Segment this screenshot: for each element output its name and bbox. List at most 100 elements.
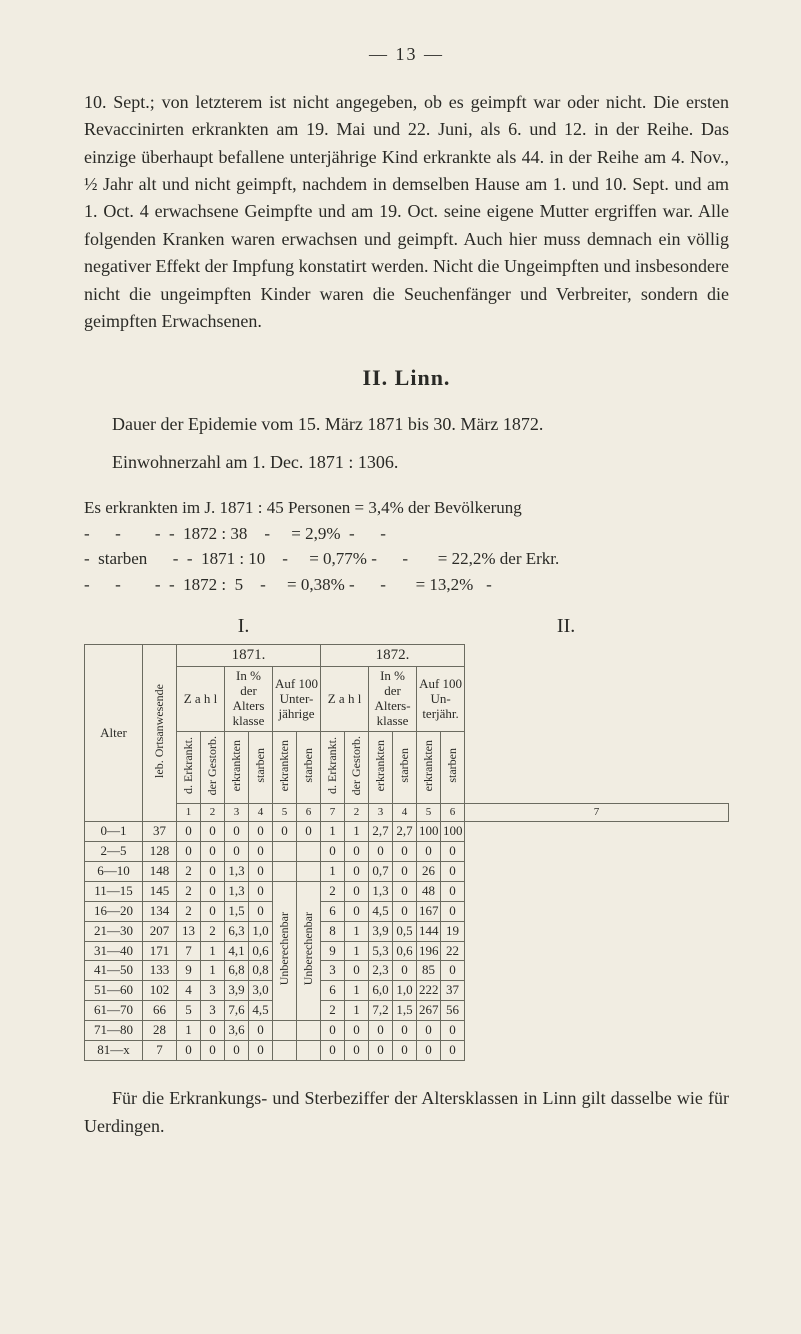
table-cell: 1 [345,1001,369,1021]
table-cell: 2 [321,881,345,901]
table-cell: 4,5 [249,1001,273,1021]
table-cell: 0 [441,881,465,901]
table-cell: 28 [143,1021,177,1041]
table-cell: 148 [143,861,177,881]
table-cell: 0,7 [369,861,393,881]
table-cell: 0 [441,1041,465,1061]
table-cell: 66 [143,1001,177,1021]
table-cell: 2 [177,861,201,881]
idx-cell: 2 [345,804,369,822]
table-cell: 2,7 [369,821,393,841]
idx-cell: 7 [465,804,729,822]
table-cell: 1,0 [393,981,417,1001]
table-cell: 133 [143,961,177,981]
table-cell: 0,6 [249,941,273,961]
table-cell: 37 [441,981,465,1001]
subcol: starben [393,732,417,804]
table-cell: 13 [177,921,201,941]
table-cell: 1 [345,921,369,941]
table-cell [273,841,297,861]
table-cell: 0 [249,1021,273,1041]
roman-labels: I. II. [84,615,729,638]
roman-i: I. [238,615,250,638]
idx-cell: 4 [393,804,417,822]
table-row: 51—60102433,93,0616,01,022237 [85,981,729,1001]
table-row: 71—8028103,60000000 [85,1021,729,1041]
table-cell: 0 [201,861,225,881]
table-cell: 0 [417,1021,441,1041]
idx-cell: 6 [297,804,321,822]
table-cell: 2 [201,921,225,941]
table-cell: 1 [177,1021,201,1041]
table-cell: 0 [201,901,225,921]
table-cell: 2 [177,901,201,921]
table-cell: 0,6 [393,941,417,961]
table-cell: 207 [143,921,177,941]
table-cell: 71—80 [85,1021,143,1041]
table-cell: 0 [201,841,225,861]
table-cell: 5 [177,1001,201,1021]
table-cell: 0 [393,881,417,901]
table-cell [273,1041,297,1061]
table-cell: 1 [345,981,369,1001]
table-cell: 1,3 [369,881,393,901]
table-cell: 7 [143,1041,177,1061]
subcol: starben [297,732,321,804]
table-cell: 2 [321,1001,345,1021]
subcol: starben [249,732,273,804]
table-cell: 0 [417,1041,441,1061]
idx-cell: 4 [249,804,273,822]
table-row: 31—40171714,10,6915,30,619622 [85,941,729,961]
table-row: Alter leb. Ortsanwesende 1871. 1872. [85,645,729,667]
col-inpct-1: In % der Alters klasse [225,667,273,732]
subcol: der Gestorb. [345,732,369,804]
table-cell: 0 [345,881,369,901]
subcol: d. Erkrankt. [321,732,345,804]
table-cell: 0 [273,821,297,841]
table-cell: 31—40 [85,941,143,961]
table-cell: 0 [249,901,273,921]
table-cell: 1,5 [225,901,249,921]
table-cell: 0—1 [85,821,143,841]
table-cell: 1 [321,861,345,881]
table-cell [297,1041,321,1061]
table-cell: 9 [321,941,345,961]
table-cell: 0 [249,1041,273,1061]
table-cell: 100 [417,821,441,841]
idx-cell: 5 [417,804,441,822]
population-count: Einwohnerzahl am 1. Dec. 1871 : 1306. [84,449,729,477]
table-row: 0—137000000112,72,7100100 [85,821,729,841]
subcol: erkrankten [369,732,393,804]
subcol: d. Erkrankt. [177,732,201,804]
table-cell: 0 [345,861,369,881]
table-cell: 9 [177,961,201,981]
idx-cell: 2 [201,804,225,822]
table-cell: 167 [417,901,441,921]
table-cell: 0 [441,861,465,881]
col-year-1872: 1872. [321,645,465,667]
col-auf-1: Auf 100 Unter- jährige [273,667,321,732]
table-cell: 6,3 [225,921,249,941]
col-zahl-1: Z a h l [177,667,225,732]
table-cell: 85 [417,961,441,981]
table-cell: 1 [321,821,345,841]
col-leb: leb. Ortsanwesende [143,645,177,822]
table-cell: 0 [345,1021,369,1041]
table-row: 16—20134201,50604,501670 [85,901,729,921]
body-paragraph-1: 10. Sept.; von letzterem ist nicht angeg… [84,89,729,335]
table-cell: 0 [441,901,465,921]
table-cell [297,861,321,881]
page-number: — 13 — [84,44,729,65]
col-alter: Alter [85,645,143,822]
footer-paragraph: Für die Erkrankungs- und Sterbeziffer de… [84,1085,729,1141]
table-cell: 7,2 [369,1001,393,1021]
table-cell: 0 [345,901,369,921]
table-cell: 0 [417,841,441,861]
table-cell: 0 [393,901,417,921]
table-cell: 0 [201,1041,225,1061]
table-cell: 19 [441,921,465,941]
table-cell: 3,6 [225,1021,249,1041]
table-cell: 102 [143,981,177,1001]
table-cell: 1,0 [249,921,273,941]
table-body: 0—137000000112,72,71001002—5128000000000… [85,821,729,1060]
